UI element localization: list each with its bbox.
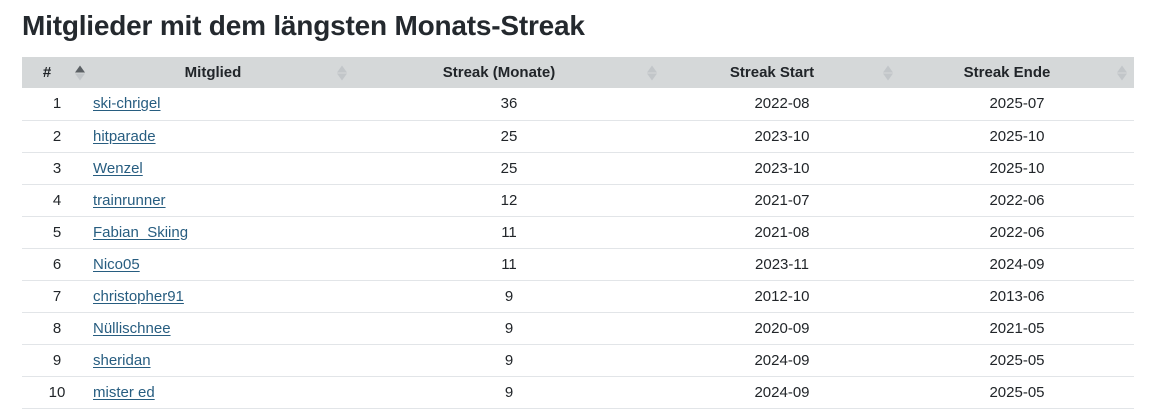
streak-end-cell: 2022-06 — [989, 191, 1045, 209]
member-cell: ski-chrigel — [92, 88, 354, 120]
streak-end-cell: 2022-06 — [989, 223, 1045, 241]
rank-cell: 5 — [52, 223, 62, 241]
streak-start-cell: 2023-10 — [754, 159, 810, 177]
streak-end-cell: 2025-10 — [989, 127, 1045, 145]
rank-cell: 4 — [52, 191, 62, 209]
member-link[interactable]: mister ed — [93, 383, 155, 401]
table-header: # Mitglied Streak (Monate) Streak Start … — [22, 57, 1134, 88]
rank-cell: 8 — [52, 319, 62, 337]
column-header-streak-end-label: Streak Ende — [963, 64, 1051, 81]
table-row: 7 christopher91 9 2012-10 2013-06 — [22, 280, 1134, 312]
streak-start-cell: 2024-09 — [754, 351, 810, 369]
sort-both-icon — [647, 65, 657, 80]
sort-both-icon — [337, 65, 347, 80]
streak-months-cell: 11 — [501, 255, 517, 273]
streak-months-cell: 12 — [500, 191, 518, 209]
table-row: 4 trainrunner 12 2021-07 2022-06 — [22, 184, 1134, 216]
streak-end-cell: 2013-06 — [989, 287, 1045, 305]
sort-both-icon — [1117, 65, 1127, 80]
member-link[interactable]: sheridan — [93, 351, 151, 369]
member-cell: Wenzel — [92, 152, 354, 184]
streak-months-cell: 25 — [500, 127, 518, 145]
member-link[interactable]: trainrunner — [93, 191, 166, 209]
table-row: 8 Nüllischnee 9 2020-09 2021-05 — [22, 312, 1134, 344]
table-row: 2 hitparade 25 2023-10 2025-10 — [22, 120, 1134, 152]
page-title: Mitglieder mit dem längsten Monats-Strea… — [22, 10, 585, 41]
member-link[interactable]: Nüllischnee — [93, 319, 171, 337]
streak-end-cell: 2021-05 — [989, 319, 1045, 337]
streak-start-cell: 2023-11 — [755, 255, 809, 273]
column-header-streak-months-label: Streak (Monate) — [442, 64, 556, 81]
streak-start-cell: 2021-07 — [754, 191, 810, 209]
rank-cell: 7 — [52, 287, 62, 305]
rank-cell: 3 — [52, 159, 62, 177]
member-link[interactable]: Fabian_Skiing — [93, 223, 189, 241]
member-cell: mister ed — [92, 376, 354, 408]
table-row: 9 sheridan 9 2024-09 2025-05 — [22, 344, 1134, 376]
member-cell: Nico05 — [92, 248, 354, 280]
streak-start-cell: 2012-10 — [754, 287, 810, 305]
streak-start-cell: 2021-08 — [754, 223, 810, 241]
column-header-member-label: Mitglied — [184, 64, 242, 81]
streak-start-cell: 2024-09 — [754, 383, 810, 401]
rank-cell: 1 — [52, 95, 62, 113]
streak-table: # Mitglied Streak (Monate) Streak Start … — [22, 57, 1134, 409]
table-row: 3 Wenzel 25 2023-10 2025-10 — [22, 152, 1134, 184]
column-header-rank-label: # — [42, 64, 52, 81]
member-link[interactable]: christopher91 — [93, 287, 184, 305]
streak-end-cell: 2024-09 — [989, 255, 1045, 273]
rank-cell: 10 — [48, 383, 66, 401]
sort-both-icon — [883, 65, 893, 80]
table-header-row: # Mitglied Streak (Monate) Streak Start … — [22, 57, 1134, 88]
rank-cell: 6 — [52, 255, 62, 273]
column-header-rank[interactable]: # — [22, 57, 92, 88]
member-cell: christopher91 — [92, 280, 354, 312]
streak-start-cell: 2020-09 — [754, 319, 810, 337]
table-row: 10 mister ed 9 2024-09 2025-05 — [22, 376, 1134, 408]
rank-cell: 9 — [52, 351, 62, 369]
streak-end-cell: 2025-07 — [989, 95, 1045, 113]
streak-months-cell: 25 — [500, 159, 518, 177]
member-cell: Fabian_Skiing — [92, 216, 354, 248]
member-cell: hitparade — [92, 120, 354, 152]
member-link[interactable]: ski-chrigel — [93, 95, 161, 113]
streak-end-cell: 2025-05 — [989, 383, 1045, 401]
rank-cell: 2 — [52, 127, 62, 145]
column-header-streak-end[interactable]: Streak Ende — [900, 57, 1134, 88]
streak-start-cell: 2022-08 — [754, 95, 810, 113]
column-header-streak-months[interactable]: Streak (Monate) — [354, 57, 664, 88]
streak-months-cell: 9 — [504, 319, 514, 337]
member-cell: trainrunner — [92, 184, 354, 216]
table-body: 1 ski-chrigel 36 2022-08 2025-07 2 hitparade 25… — [22, 88, 1134, 408]
streak-months-cell: 9 — [504, 287, 514, 305]
member-cell: sheridan — [92, 344, 354, 376]
sort-ascending-icon — [75, 65, 85, 80]
member-link[interactable]: Nico05 — [93, 255, 140, 273]
streak-start-cell: 2023-10 — [754, 127, 810, 145]
streak-months-cell: 11 — [501, 223, 517, 241]
table-row: 6 Nico05 11 2023-11 2024-09 — [22, 248, 1134, 280]
column-header-streak-start[interactable]: Streak Start — [664, 57, 900, 88]
column-header-streak-start-label: Streak Start — [729, 64, 815, 81]
streak-months-cell: 9 — [504, 351, 514, 369]
streak-months-cell: 36 — [500, 95, 518, 113]
streak-end-cell: 2025-10 — [989, 159, 1045, 177]
table-row: 1 ski-chrigel 36 2022-08 2025-07 — [22, 88, 1134, 120]
column-header-member[interactable]: Mitglied — [92, 57, 354, 88]
member-link[interactable]: Wenzel — [93, 159, 143, 177]
table-row: 5 Fabian_Skiing 11 2021-08 2022-06 — [22, 216, 1134, 248]
streak-end-cell: 2025-05 — [989, 351, 1045, 369]
member-link[interactable]: hitparade — [93, 127, 156, 145]
member-cell: Nüllischnee — [92, 312, 354, 344]
streak-months-cell: 9 — [504, 383, 514, 401]
